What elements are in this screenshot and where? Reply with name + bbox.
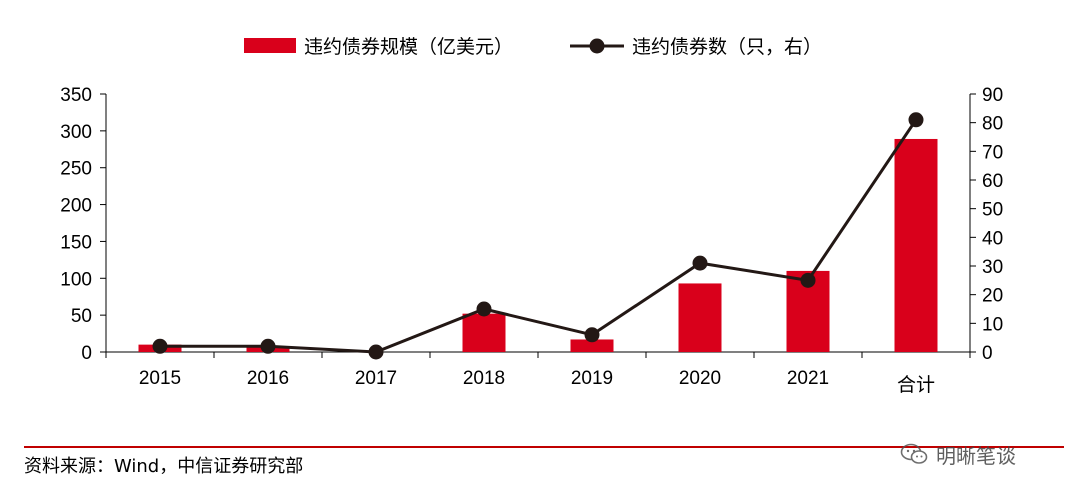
- bar: [678, 283, 722, 352]
- x-tick-label: 2020: [679, 368, 721, 389]
- x-tick-label: 2019: [571, 368, 613, 389]
- left-tick-label: 100: [60, 269, 92, 290]
- legend-label-bar: 违约债券规模（亿美元）: [304, 36, 513, 58]
- line-point: [260, 338, 276, 354]
- x-tick-label: 2018: [463, 368, 505, 389]
- source-note: 资料来源：Wind，中信证券研究部: [24, 456, 304, 477]
- line-point: [908, 112, 924, 128]
- bar-series: [138, 138, 938, 352]
- right-tick-label: 70: [982, 142, 1003, 163]
- line-point: [476, 301, 492, 317]
- axes: 0 50 100 150 200 250 300 350 0 10 20 30 40 50 60 70 80 90…: [60, 85, 1003, 396]
- line-point: [584, 327, 600, 343]
- right-tick-label: 90: [982, 85, 1003, 106]
- right-tick-label: 10: [982, 314, 1003, 335]
- bar: [462, 313, 506, 352]
- left-tick-label: 150: [60, 232, 92, 253]
- chart: 违约债券规模（亿美元） 违约债券数（只，右） 050100150200250300…: [60, 36, 1003, 396]
- x-tick-label: 2015: [139, 368, 181, 389]
- line-point: [800, 272, 816, 288]
- right-tick-label: 30: [982, 257, 1003, 278]
- bar: [894, 138, 938, 352]
- legend: 违约债券规模（亿美元） 违约债券数（只，右）: [244, 36, 822, 58]
- x-tick-label: 2017: [355, 368, 397, 389]
- left-tick-label: 350: [60, 85, 92, 106]
- wechat-icon: [900, 443, 928, 464]
- line-point: [368, 344, 384, 360]
- right-tick-label: 40: [982, 228, 1003, 249]
- line-series: [152, 112, 924, 360]
- right-tick-label: 80: [982, 114, 1003, 135]
- legend-swatch-marker: [589, 38, 605, 54]
- right-tick-label: 50: [982, 200, 1003, 221]
- right-tick-label: 60: [982, 171, 1003, 192]
- legend-swatch-bar: [244, 38, 296, 53]
- left-tick-label: 250: [60, 159, 92, 180]
- x-tick-label: 2021: [787, 368, 829, 389]
- left-tick-label: 0: [81, 343, 92, 364]
- left-tick-label: 50: [71, 306, 92, 327]
- watermark: 明晰笔谈: [900, 441, 1016, 468]
- left-tick-label: 200: [60, 196, 92, 217]
- bar: [570, 339, 614, 352]
- source-divider: [24, 446, 1064, 448]
- line-point: [152, 338, 168, 354]
- watermark-text: 明晰笔谈: [936, 443, 1016, 468]
- left-tick-label: 300: [60, 122, 92, 143]
- x-tick-label: 2016: [247, 368, 289, 389]
- x-tick-label: 合计: [897, 374, 935, 396]
- legend-label-line: 违约债券数（只，右）: [632, 36, 822, 58]
- line-point: [692, 255, 708, 271]
- series-line: [160, 118, 918, 354]
- right-tick-label: 0: [982, 343, 993, 364]
- right-tick-label: 20: [982, 286, 1003, 307]
